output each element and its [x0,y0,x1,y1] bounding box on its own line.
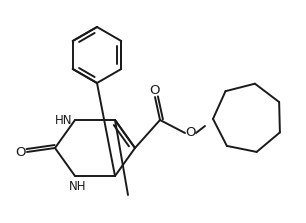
Text: O: O [15,147,25,159]
Text: NH: NH [69,180,87,192]
Text: O: O [150,83,160,97]
Text: HN: HN [55,114,73,126]
Text: O: O [185,126,195,138]
